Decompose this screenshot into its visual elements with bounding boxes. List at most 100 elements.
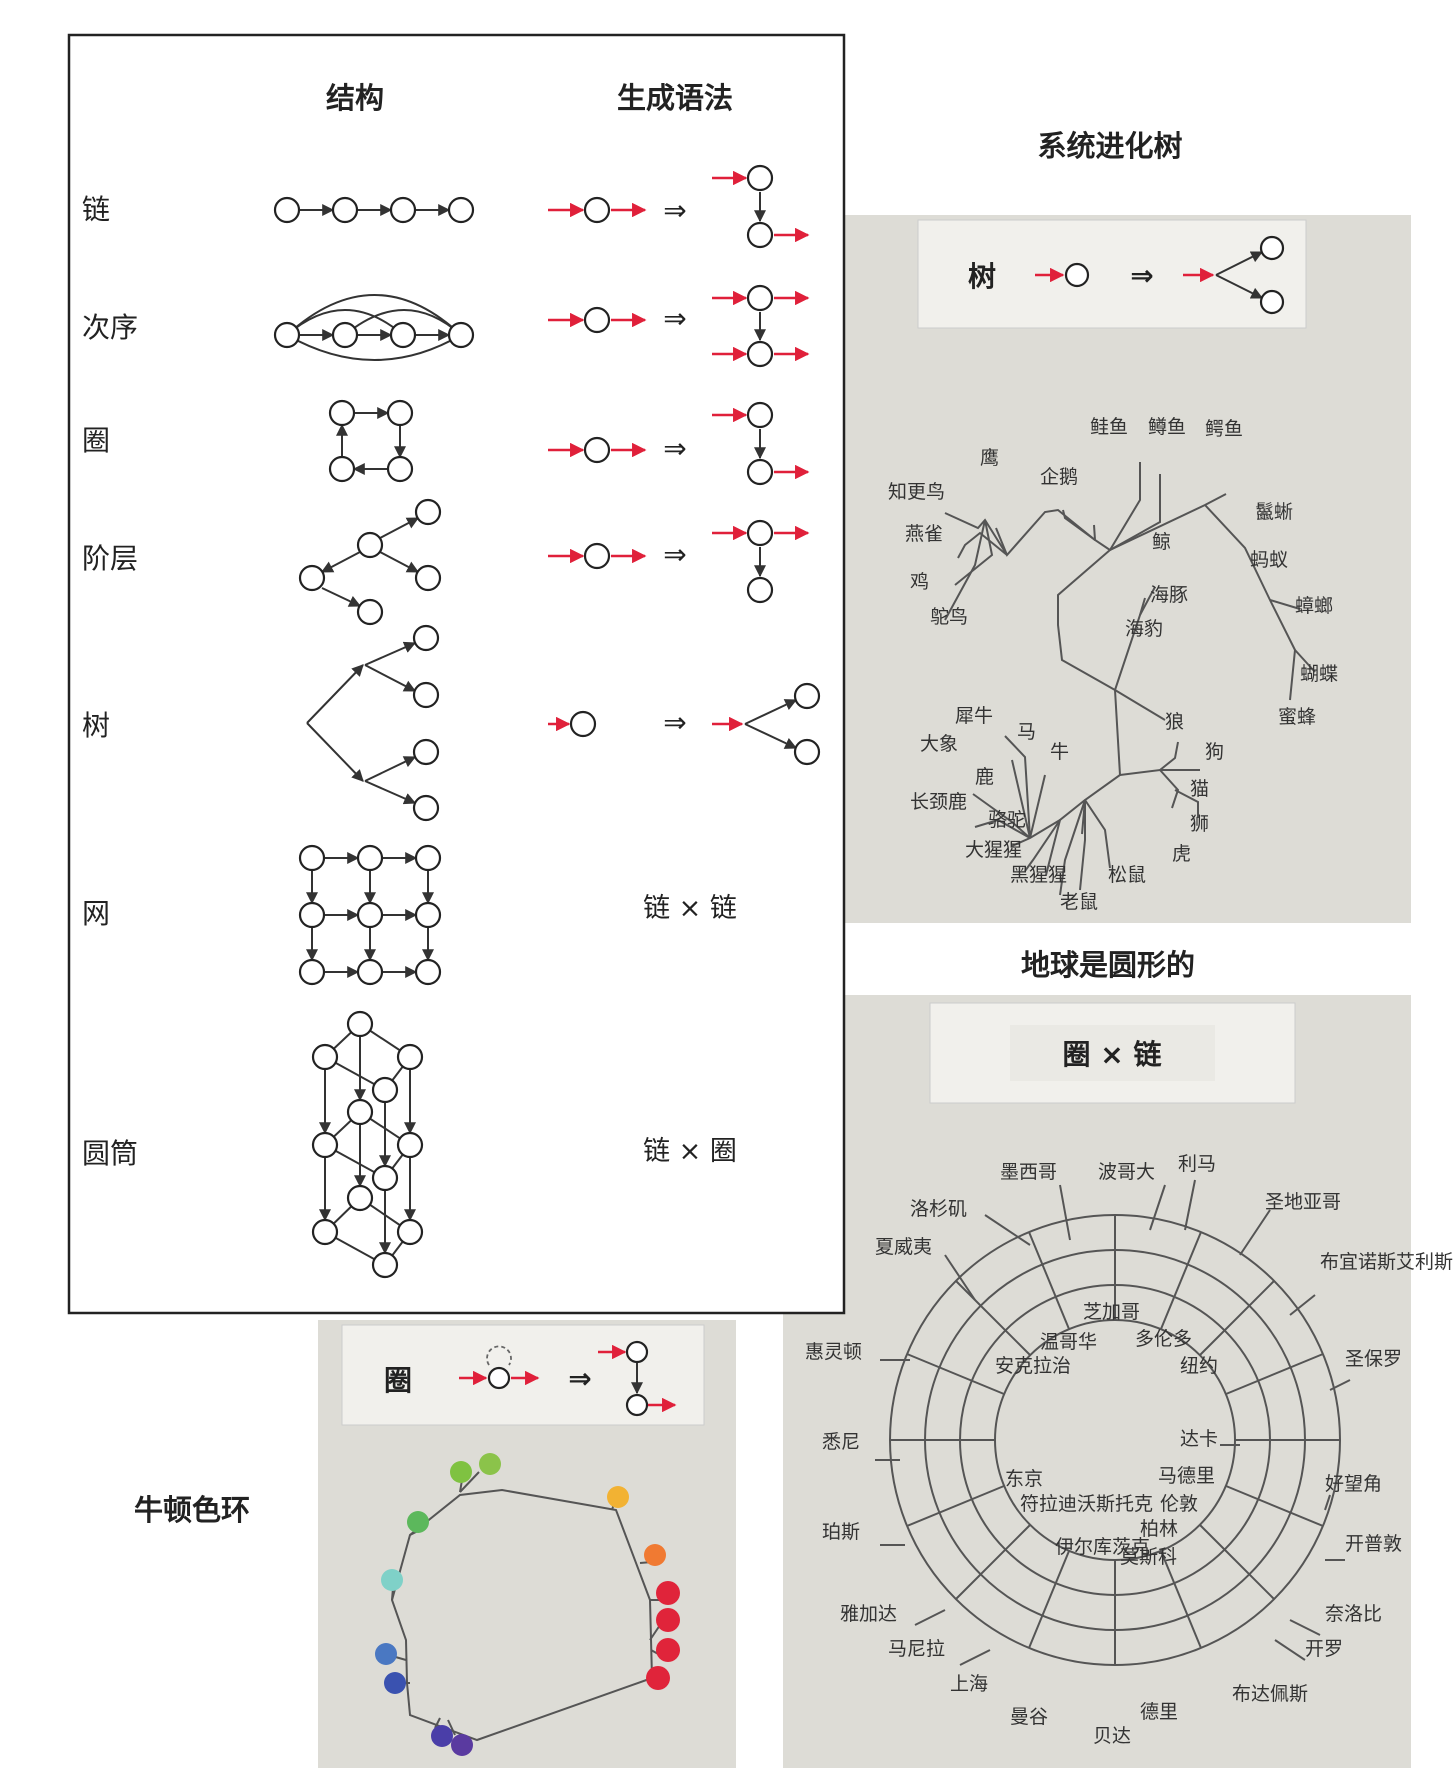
phylo-rule-diagram: ⇒ [1035, 235, 1285, 315]
species-label: 狗 [1205, 741, 1224, 763]
grammar-tree: ⇒ [548, 682, 821, 766]
species-label: 知更鸟 [888, 481, 945, 503]
city-label: 好望角 [1325, 1473, 1382, 1495]
species-label: 鲑鱼 [1090, 416, 1128, 438]
color-swatch [375, 1643, 397, 1665]
row-label-hierarchy: 阶层 [82, 542, 138, 575]
city-label: 莫斯科 [1120, 1546, 1177, 1568]
species-label: 黑猩猩 [1010, 864, 1067, 886]
row-label-ring: 圈 [82, 424, 110, 457]
city-label: 安克拉治 [995, 1355, 1071, 1377]
col-structure-header: 结构 [326, 81, 384, 115]
tree-structure [306, 624, 440, 822]
row-label-order: 次序 [82, 311, 138, 344]
city-label: 开罗 [1305, 1638, 1343, 1660]
chain-structure [273, 196, 475, 224]
rewrite-arrow: ⇒ [568, 1362, 591, 1395]
color-swatch [407, 1511, 429, 1533]
species-label: 长颈鹿 [910, 791, 967, 813]
species-label: 猫 [1190, 778, 1209, 800]
species-label: 蝴蝶 [1300, 663, 1338, 685]
row-label-tree: 树 [82, 709, 110, 742]
color-swatch [607, 1486, 629, 1508]
phylo-species-labels: 鲑鱼 鳟鱼 鳄鱼 鹰 企鹅 知更鸟 燕雀 鸡 鸵鸟 鲸 海豚 海豹 鬣蜥 蚂蚁 … [888, 416, 1338, 913]
city-label: 东京 [1005, 1468, 1043, 1490]
city-label: 布达佩斯 [1232, 1683, 1308, 1705]
city-label: 符拉迪沃斯托克 [1020, 1493, 1153, 1515]
rewrite-arrow: ⇒ [663, 302, 686, 335]
phylo-title: 系统进化树 [1037, 129, 1182, 163]
city-label: 伊尔库茨克 [1055, 1536, 1150, 1558]
earth-rule-label: 圈 × 链 [1063, 1038, 1162, 1071]
cylinder-structure [311, 1010, 424, 1279]
phylo-tree-lines [944, 462, 1316, 896]
city-label: 马尼拉 [888, 1638, 945, 1660]
cylinder-grammar-text: 链 × 圈 [643, 1136, 737, 1167]
earth-rule-inner [1010, 1025, 1215, 1081]
ring-structure [328, 399, 414, 483]
city-label: 利马 [1178, 1153, 1216, 1175]
colorwheel-rule-diagram: ⇒ [459, 1340, 677, 1417]
colorwheel-swatches [375, 1453, 680, 1756]
phylo-panel [843, 215, 1411, 923]
species-label: 老鼠 [1060, 891, 1098, 913]
color-swatch [431, 1725, 453, 1747]
color-swatch [646, 1666, 670, 1690]
colorwheel-rule-label: 圈 [384, 1364, 412, 1397]
grammar-order: ⇒ [548, 284, 810, 368]
city-label: 奈洛比 [1325, 1603, 1382, 1625]
species-label: 鳟鱼 [1148, 416, 1186, 438]
grammar-ring: ⇒ [548, 401, 810, 486]
species-label: 蚂蚁 [1250, 549, 1288, 571]
species-label: 骆驼 [988, 809, 1026, 831]
rewrite-arrow: ⇒ [663, 194, 686, 227]
species-label: 鬣蜥 [1255, 501, 1293, 523]
species-label: 燕雀 [905, 523, 943, 545]
city-label: 波哥大 [1098, 1161, 1155, 1183]
species-label: 鲸 [1152, 531, 1171, 553]
city-label: 伦敦 [1160, 1493, 1198, 1515]
city-label: 珀斯 [822, 1521, 860, 1543]
species-label: 企鹅 [1040, 466, 1078, 488]
city-label: 马德里 [1158, 1465, 1215, 1487]
rewrite-arrow: ⇒ [663, 432, 686, 465]
color-swatch [450, 1461, 472, 1483]
earth-title: 地球是圆形的 [1021, 948, 1195, 982]
phylo-rule-box [917, 219, 1307, 329]
city-label: 圣保罗 [1345, 1348, 1402, 1370]
species-label: 马 [1017, 721, 1036, 743]
earth-panel [783, 995, 1411, 1768]
city-label: 夏威夷 [875, 1236, 932, 1258]
color-swatch [479, 1453, 501, 1475]
city-label: 惠灵顿 [805, 1341, 862, 1363]
species-label: 鹿 [975, 766, 994, 788]
row-label-cylinder: 圆筒 [82, 1137, 138, 1170]
row-label-grid: 网 [82, 897, 110, 930]
city-label: 多伦多 [1135, 1328, 1192, 1350]
city-label: 雅加达 [840, 1603, 897, 1625]
city-label: 德里 [1140, 1701, 1178, 1723]
color-swatch [656, 1581, 680, 1605]
species-label: 海豚 [1150, 584, 1188, 606]
city-label: 曼谷 [1010, 1706, 1048, 1728]
earth-city-labels: 墨西哥 波哥大 利马 洛杉矶 圣地亚哥 夏威夷 布宜诺斯艾利斯 芝加哥 温哥华 … [805, 1153, 1453, 1747]
col-grammar-header: 生成语法 [617, 81, 733, 115]
species-label: 狮 [1190, 813, 1209, 835]
species-label: 鸡 [910, 571, 929, 593]
species-label: 虎 [1172, 843, 1191, 865]
species-label: 鸵鸟 [930, 606, 968, 628]
rewrite-arrow: ⇒ [663, 538, 686, 571]
earth-leader-lines [875, 1179, 1351, 1666]
species-label: 狼 [1165, 711, 1184, 733]
color-swatch [384, 1672, 406, 1694]
city-label: 纽约 [1180, 1355, 1218, 1377]
city-label: 温哥华 [1040, 1331, 1097, 1353]
species-label: 松鼠 [1108, 864, 1146, 886]
city-label: 达卡 [1180, 1428, 1218, 1450]
species-label: 蟑螂 [1295, 595, 1333, 617]
color-swatch [656, 1608, 680, 1632]
city-label: 开普敦 [1345, 1533, 1402, 1555]
color-swatch [451, 1734, 473, 1756]
species-label: 大象 [920, 733, 958, 755]
